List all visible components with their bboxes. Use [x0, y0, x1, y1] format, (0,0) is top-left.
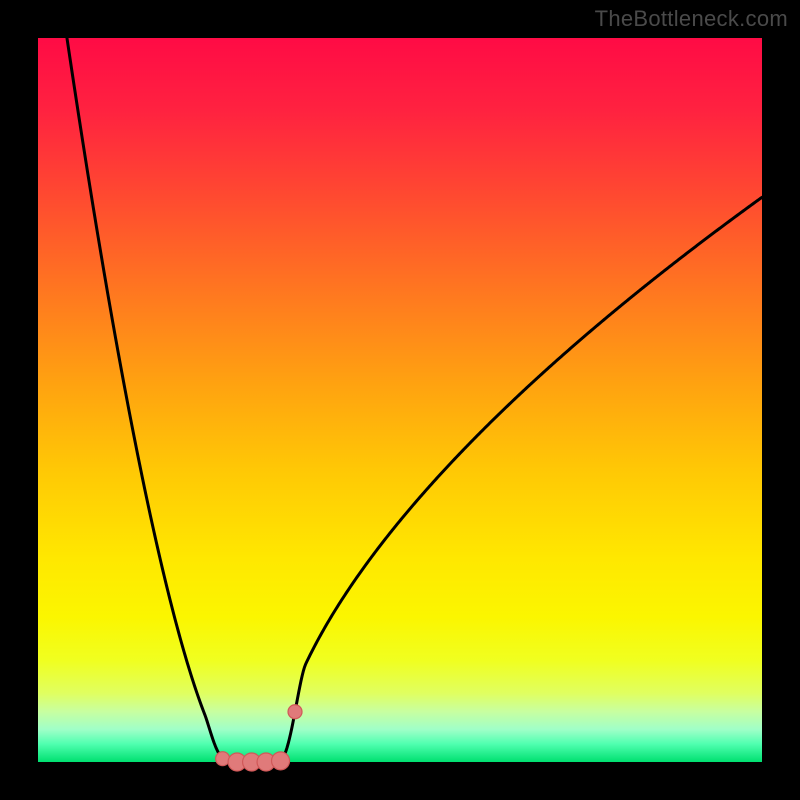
- bottleneck-marker: [216, 752, 230, 766]
- watermark-text: TheBottleneck.com: [595, 6, 788, 32]
- bottleneck-chart: [0, 0, 800, 800]
- bottleneck-marker: [288, 705, 302, 719]
- bottleneck-marker: [272, 752, 290, 770]
- chart-background: [38, 38, 762, 762]
